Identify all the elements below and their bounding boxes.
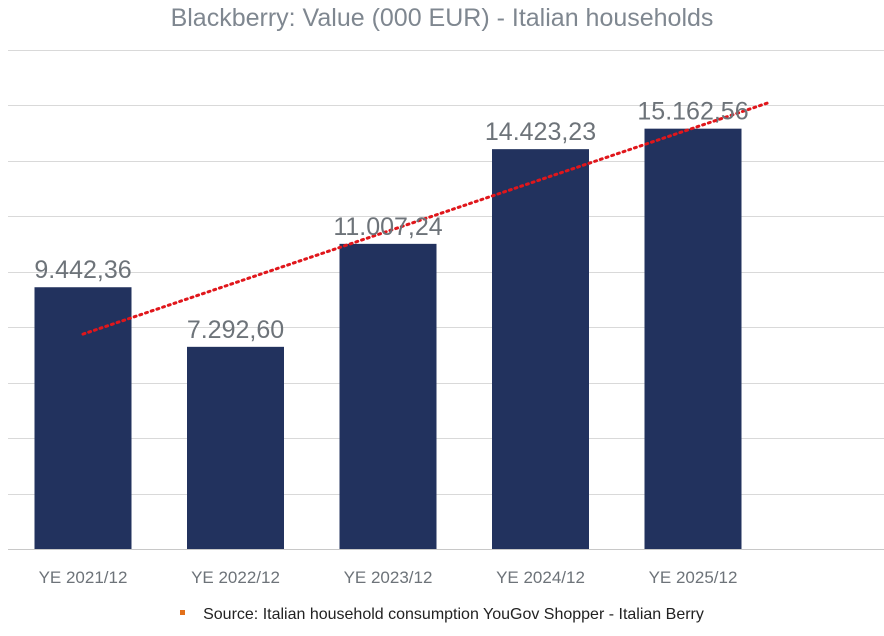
- trendline: [81, 100, 771, 336]
- data-label: 9.442,36: [34, 256, 131, 284]
- legend-marker: [180, 610, 186, 616]
- bar: [492, 149, 589, 549]
- x-tick-label: YE 2025/12: [649, 568, 738, 587]
- data-label: 15.162,56: [637, 98, 748, 126]
- x-tick-label: YE 2021/12: [39, 568, 128, 587]
- bar: [644, 128, 742, 549]
- bar: [339, 243, 437, 549]
- bar: [187, 346, 284, 549]
- data-label: 14.423,23: [485, 118, 596, 146]
- data-label: 11.007,24: [333, 213, 442, 241]
- bar: [34, 287, 132, 549]
- chart-plot-area: 9.442,36 7.292,60 11.007,24 14.423,23 15.162…: [8, 50, 884, 587]
- x-tick-label: YE 2023/12: [344, 568, 433, 587]
- x-tick-label: YE 2024/12: [496, 568, 585, 587]
- chart-title: Blackberry: Value (000 EUR) - Italian ho…: [170, 4, 714, 32]
- x-tick-label: YE 2022/12: [191, 568, 280, 587]
- data-label: 7.292,60: [187, 316, 284, 344]
- legend-entry: Source: Italian household consumption Yo…: [203, 606, 704, 623]
- chart-legend: Source: Italian household consumption Yo…: [0, 606, 884, 624]
